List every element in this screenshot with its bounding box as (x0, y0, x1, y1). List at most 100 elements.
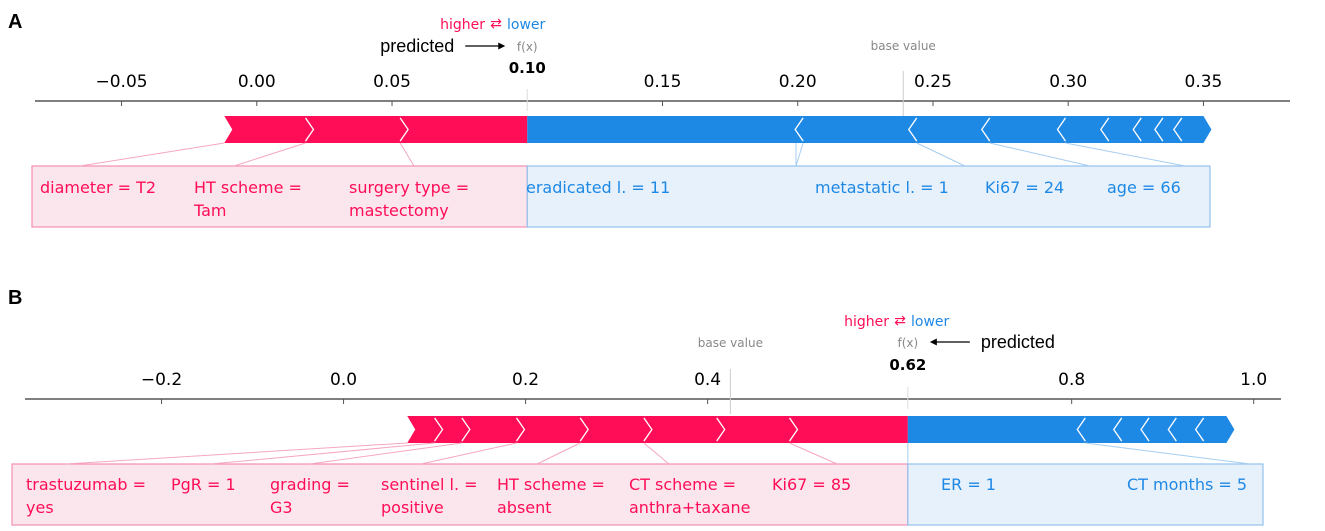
negative-segment (1133, 116, 1163, 143)
connector-line (536, 442, 581, 465)
segment-separator (1194, 417, 1205, 442)
x-tick-label: −0.2 (141, 370, 182, 390)
negative-segment (1077, 416, 1122, 443)
segment-separator (461, 417, 471, 442)
feature-label: yes (26, 498, 54, 517)
negative-segment (795, 116, 917, 143)
panel-label: A (8, 11, 22, 33)
positive-segment (643, 416, 725, 443)
segment-separator (304, 117, 315, 142)
x-tick-label: 0.2 (512, 370, 539, 390)
predicted-label: predicted (981, 332, 1055, 352)
positive-segment (407, 416, 443, 443)
negative-segment (1173, 116, 1212, 143)
x-tick-label: 0.8 (1058, 370, 1085, 390)
segment-separator (907, 117, 918, 142)
connector-line (210, 442, 435, 465)
segment-separator (1132, 117, 1142, 142)
segment-separator (515, 417, 526, 442)
feature-label: surgery type = (349, 178, 469, 197)
negative-segment (1113, 416, 1150, 443)
x-tick-label: −0.05 (95, 72, 147, 92)
feature-label: positive (381, 498, 444, 517)
negative-segment (1168, 416, 1204, 443)
feature-label: eradicated l. = 11 (526, 178, 670, 197)
feature-label: G3 (270, 498, 293, 517)
segment-separator (1099, 117, 1110, 142)
connector-line (795, 142, 804, 167)
connector-line (989, 142, 1091, 167)
base-value-label: base value (698, 336, 763, 350)
segment-separator (788, 417, 799, 442)
feature-label: anthra+taxane (629, 498, 750, 517)
x-tick-label: 0.00 (238, 72, 276, 92)
x-tick-label: 0.35 (1185, 72, 1223, 92)
segment-separator (1154, 117, 1164, 142)
feature-label: CT scheme = (629, 475, 736, 494)
connector-line (916, 142, 966, 167)
panel-b: B −0.2 0.0 0.2 0.4 0.8 1.0 base value f(x) 0.62 hi… (8, 287, 1281, 526)
feature-label: trastuzumab = (26, 475, 146, 494)
negative-segment (908, 116, 990, 143)
panel-a: A −0.05 0.00 0.05 0.15 0.20 0.25 0.30 0.35 base v… (8, 11, 1290, 228)
feature-label: Tam (193, 201, 227, 220)
base-value-label: base value (871, 39, 936, 53)
feature-label: metastatic l. = 1 (815, 178, 949, 197)
positive-segment (516, 416, 589, 443)
segment-separator (980, 117, 991, 142)
higher-label: higher (844, 314, 889, 330)
feature-label: ER = 1 (941, 475, 996, 494)
fx-value: 0.10 (509, 59, 546, 77)
connector-line (789, 442, 838, 465)
x-tick-label: 0.30 (1049, 72, 1087, 92)
segment-separator (1173, 117, 1183, 142)
positive-segment (716, 416, 798, 443)
x-tick-label: 0.20 (779, 72, 817, 92)
positive-segment (305, 116, 409, 143)
x-tick-label: 0.25 (914, 72, 952, 92)
x-tick-label: 0.4 (694, 370, 721, 390)
feature-label: diameter = T2 (40, 178, 156, 197)
feature-label: mastectomy (349, 201, 449, 220)
positive-label-box (11, 463, 909, 526)
feature-label: sentinel l. = (381, 475, 478, 494)
connector-line (79, 142, 225, 167)
segment-separator (434, 417, 444, 442)
negative-label-box (907, 463, 1264, 526)
x-tick-label: 0.05 (373, 72, 411, 92)
higher-label: higher (440, 17, 485, 33)
connector-line (643, 442, 670, 465)
segment-separator (1112, 417, 1123, 442)
segment-separator (1056, 117, 1067, 142)
predicted-label: predicted (380, 36, 454, 56)
feature-label: PgR = 1 (171, 475, 236, 494)
connector-line (420, 442, 517, 465)
fx-label: f(x) (897, 336, 918, 350)
positive-segment (461, 416, 525, 443)
feature-label: Ki67 = 24 (985, 178, 1064, 197)
positive-segment (434, 416, 470, 443)
segment-separator (643, 417, 653, 442)
negative-segment (1154, 116, 1182, 143)
feature-label: absent (497, 498, 552, 517)
feature-label: HT scheme = (194, 178, 302, 197)
panel-label: B (8, 287, 22, 309)
feature-label: Ki67 = 85 (772, 475, 851, 494)
negative-segment (527, 116, 804, 143)
negative-segment (1141, 416, 1177, 443)
lower-label: lower (911, 314, 950, 330)
segment-separator (1140, 417, 1150, 442)
negative-label-box (526, 165, 1211, 228)
lower-label: lower (507, 17, 546, 33)
negative-segment (907, 416, 1086, 443)
x-tick-label: 1.0 (1240, 370, 1267, 390)
segment-separator (1076, 417, 1086, 442)
connector-line (1065, 142, 1186, 167)
positive-label-box (31, 165, 528, 228)
positive-segment (400, 116, 528, 143)
connector-line (233, 142, 306, 167)
swap-icon: ⇄ (490, 16, 502, 32)
feature-label: age = 66 (1107, 178, 1181, 197)
negative-segment (1057, 116, 1109, 143)
feature-label: grading = (270, 475, 350, 494)
